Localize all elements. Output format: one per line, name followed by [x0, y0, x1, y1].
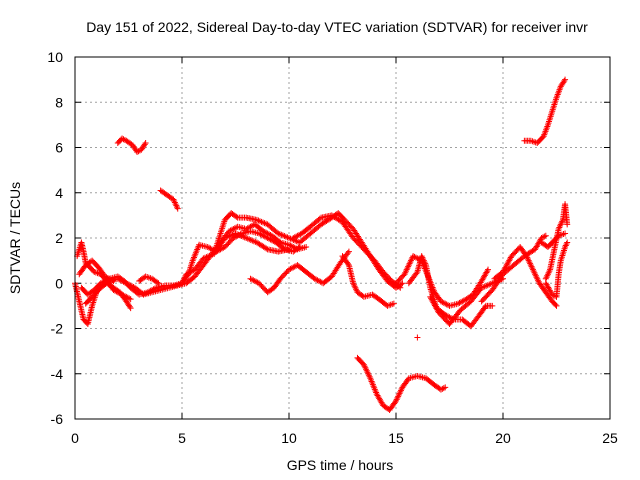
data-point	[316, 215, 323, 222]
y-tick-label: 10	[47, 49, 63, 65]
data-point	[174, 205, 181, 212]
data-point	[442, 384, 449, 391]
series-arc-20	[521, 76, 569, 146]
data-point	[303, 244, 310, 251]
data-point	[561, 77, 568, 84]
data-point	[542, 232, 549, 239]
data-point	[553, 302, 560, 309]
y-tick-label: -2	[51, 321, 64, 337]
data-point	[396, 283, 403, 290]
series-arc-23	[538, 230, 569, 251]
data-point	[344, 249, 351, 256]
data-point	[481, 304, 488, 311]
data-point	[345, 248, 352, 255]
data-point	[276, 238, 283, 245]
series-arc-16	[405, 253, 496, 330]
data-point	[345, 260, 352, 267]
data-point	[142, 139, 149, 146]
x-tick-label: 15	[388, 430, 404, 446]
data-point	[562, 76, 569, 83]
data-point	[399, 280, 406, 287]
data-point	[552, 301, 559, 308]
x-tick-label: 25	[602, 430, 618, 446]
data-point	[440, 385, 447, 392]
data-point	[127, 296, 134, 303]
data-point	[154, 279, 161, 286]
data-point	[485, 266, 492, 273]
series-outlier	[414, 334, 421, 341]
data-point	[489, 302, 496, 309]
data-point	[110, 277, 117, 284]
data-point	[564, 221, 571, 228]
y-tick-label: 6	[55, 140, 63, 156]
data-point	[155, 280, 162, 287]
y-axis-label: SDTVAR / TECUs	[7, 182, 23, 294]
series-arc-10	[211, 230, 292, 257]
series-arc-6	[114, 135, 149, 156]
series-arc-13	[339, 253, 397, 309]
series-arc-4	[82, 221, 310, 307]
y-tick-label: 0	[55, 275, 63, 291]
data-point	[414, 334, 421, 341]
data-point	[541, 233, 548, 240]
data-point	[390, 300, 397, 307]
series-arc-14	[354, 354, 449, 413]
series-arc-15	[393, 253, 492, 309]
y-tick-label: -6	[51, 411, 64, 427]
x-axis-label: GPS time / hours	[287, 457, 394, 473]
data-point	[413, 270, 420, 277]
data-point	[286, 246, 292, 253]
data-point	[562, 230, 569, 237]
series-arc-18	[478, 232, 549, 305]
series-arc-12	[290, 212, 404, 291]
x-tick-label: 0	[71, 430, 79, 446]
data-point	[126, 295, 133, 302]
series-arc-22	[542, 239, 571, 300]
data-point	[127, 305, 134, 312]
data-point	[397, 284, 404, 291]
x-tick-label: 5	[178, 430, 186, 446]
series-arc-5	[76, 257, 117, 284]
series-arc-7	[157, 187, 181, 212]
data-point	[439, 385, 446, 392]
x-tick-label: 20	[495, 430, 511, 446]
y-tick-label: 2	[55, 230, 63, 246]
grid-lines	[75, 57, 610, 419]
data-point	[484, 268, 491, 275]
data-point	[263, 245, 270, 252]
data-point	[564, 239, 571, 246]
data-point	[109, 277, 116, 284]
plot-frame	[74, 56, 611, 420]
series-arc-8	[136, 273, 162, 287]
axis-ticks: 0 5 10 15 20 25 -6 -4 -2 0 2 4 6 8 10	[47, 49, 618, 446]
y-tick-label: 8	[55, 94, 63, 110]
y-tick-label: 4	[55, 185, 63, 201]
x-tick-label: 10	[281, 430, 297, 446]
data-points	[72, 76, 571, 413]
series-arc-11	[247, 248, 352, 296]
series-arc-19	[491, 244, 560, 309]
y-tick-label: -4	[51, 366, 64, 382]
data-point	[141, 141, 148, 148]
series-arc-9	[179, 210, 406, 291]
data-point	[126, 303, 133, 310]
chart-title: Day 151 of 2022, Sidereal Day-to-day VTE…	[86, 19, 588, 35]
data-point	[233, 213, 240, 220]
